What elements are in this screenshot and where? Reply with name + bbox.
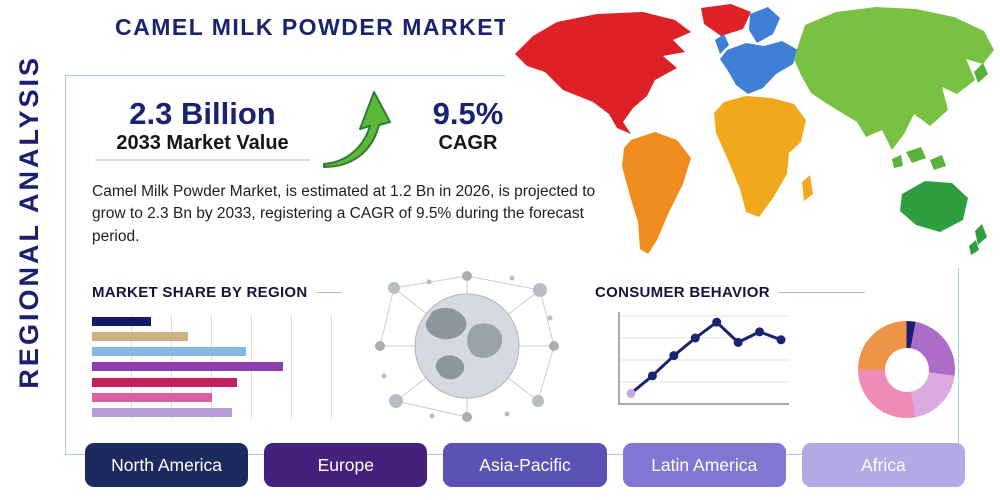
region-button-label: Latin America [651,454,758,475]
line-marker-3 [669,351,679,361]
line-marker-7 [755,327,765,337]
region-button-label: North America [111,454,223,475]
region-button-north-america[interactable]: North America [85,443,249,487]
world-map [505,2,999,268]
market-share-bar-2 [92,332,188,342]
consumer-donut-chart [858,321,955,418]
growth-arrow-icon [323,91,391,168]
cagr-caption: CAGR [438,131,498,154]
heading-rule [315,292,342,293]
market-description: Camel Milk Powder Market, is estimated a… [92,183,596,245]
continent-australia [900,181,968,232]
continent-north-america [515,12,691,134]
continent-uk [715,34,729,54]
continent-se-asia-islands [892,63,988,170]
line-marker-1 [626,388,636,398]
region-button-label: Africa [861,454,906,475]
consumer-behavior-heading-label: CONSUMER BEHAVIOR [595,284,770,301]
region-button-label: Europe [317,454,375,475]
market-value-caption: 2033 Market Value [95,132,310,161]
cagr-stat: 9.5% CAGR [413,96,523,159]
market-share-heading: MARKET SHARE BY REGION [92,284,342,301]
region-button-africa[interactable]: Africa [801,443,966,487]
heading-rule [777,292,865,293]
continent-europe [720,7,798,94]
continent-madagascar [802,175,813,201]
line-marker-2 [647,371,657,381]
market-value-stat: 2.3 Billion 2033 Market Value [95,96,310,161]
market-share-heading-label: MARKET SHARE BY REGION [92,284,308,301]
page-title: CAMEL MILK POWDER MARKET [115,14,510,40]
line-marker-4 [690,333,700,343]
market-share-bar-7 [92,407,232,417]
line-marker-6 [733,337,743,347]
side-label: REGIONAL ANALYSIS [14,55,44,389]
market-share-bar-3 [92,347,247,357]
market-share-bar-1 [92,317,151,326]
market-value-number: 2.3 Billion [129,96,276,131]
consumer-behavior-line-chart [618,312,789,405]
continent-south-america [622,132,691,254]
market-share-bar-chart [92,315,337,419]
consumer-behavior-heading: CONSUMER BEHAVIOR [595,284,865,301]
globe-network-illustration [375,271,559,422]
region-button-latin-america[interactable]: Latin America [622,443,786,487]
market-share-bar-6 [92,392,213,402]
region-button-label: Asia-Pacific [479,454,571,475]
region-buttons: North America Europe Asia-Pacific Latin Ame… [85,443,966,487]
market-share-bar-4 [92,362,284,372]
continent-africa [714,96,806,217]
cagr-number: 9.5% [432,96,504,131]
region-button-asia-pacific[interactable]: Asia-Pacific [443,443,607,487]
region-button-europe[interactable]: Europe [264,443,428,487]
continent-asia [794,7,994,150]
line-marker-8 [776,335,786,345]
chart-axes [618,312,789,405]
market-share-bar-5 [92,377,237,387]
line-marker-5 [712,317,722,327]
continent-greenland [701,4,751,36]
continent-new-zealand [969,224,987,255]
